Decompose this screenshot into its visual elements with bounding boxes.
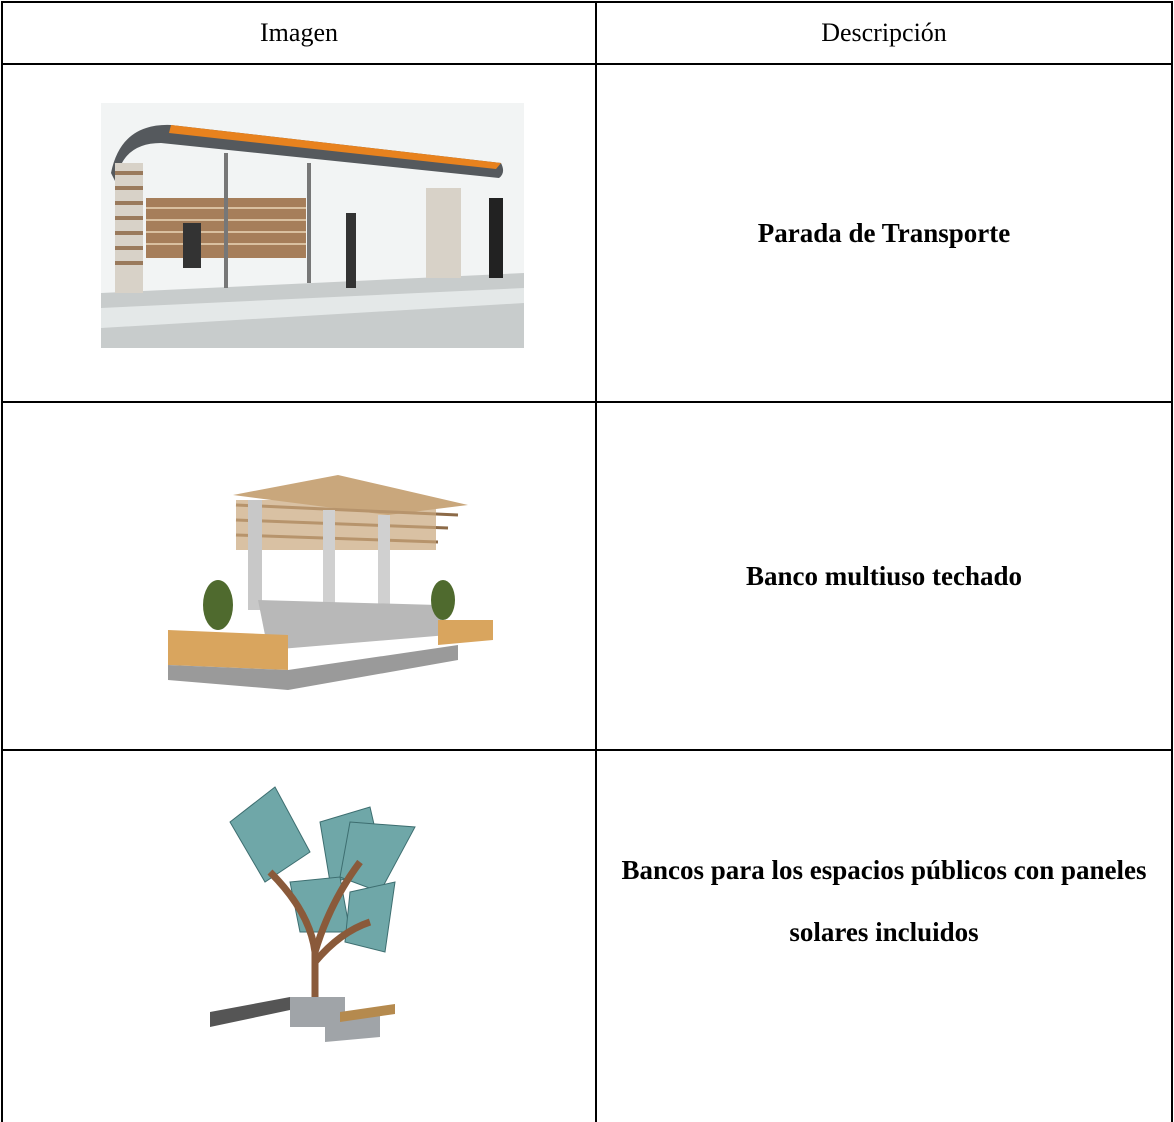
image-bus-stop [101,103,524,348]
border [1,1,1173,3]
border [1,401,1173,403]
description: Parada de Transporte [757,218,1011,248]
border [1,63,1173,65]
header-cell: Imagen [260,18,338,47]
image-solar-bench [210,786,416,1042]
image-covered-bench [168,475,493,690]
border [1,1,3,1122]
description: Bancos para los espacios públicos con pa… [621,855,1147,947]
header-cell: Descripción [821,18,947,47]
border [1,749,1173,751]
border [1171,1,1173,1122]
description: Banco multiuso techado [745,561,1023,591]
border [595,1,597,1122]
